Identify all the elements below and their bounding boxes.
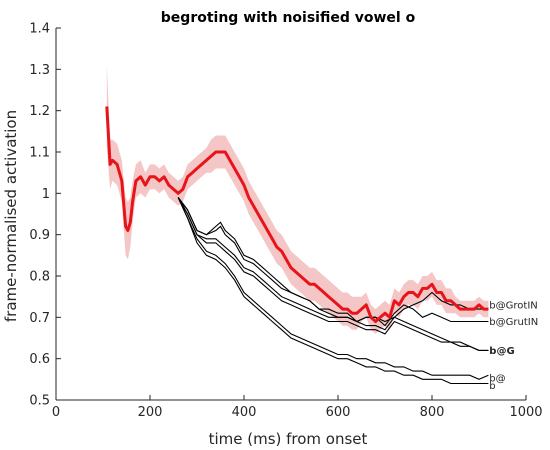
y-tick-label: 1 [42,187,50,202]
x-tick-label: 1000 [509,405,542,420]
series-line-b [177,197,489,385]
series-line-b@GrutIN [177,197,489,327]
line-label: b@GrotIN [489,300,537,311]
x-tick-label: 600 [326,405,351,420]
x-tick-label: 800 [420,405,445,420]
line-label: b@ [489,374,505,385]
main-series-line [105,106,489,323]
plot-area: b@GrotIN b@GrutIN b@G b@b [105,65,538,392]
y-tick-label: 1.4 [29,22,50,37]
axes: 0 200 400 600 800 1000 0.5 0.6 0.7 0.8 0.9 1 1.1 1.2 1… [29,22,542,421]
line-label: b@GrutIN [489,317,538,328]
x-axis-label: time (ms) from onset [209,430,368,448]
x-tick-label: 400 [232,405,257,420]
y-tick-label: 0.8 [29,270,50,285]
confidence-band [106,65,489,334]
y-tick-label: 0.9 [29,228,50,243]
y-tick-label: 1.1 [29,146,50,161]
x-tick-label: 0 [52,405,60,420]
series-line-unlabeled-3 [177,197,489,351]
y-tick-label: 0.7 [29,311,50,326]
y-tick-label: 1.3 [29,63,50,78]
y-tick-label: 0.5 [29,394,50,409]
line-label: b@G [489,346,514,357]
y-axis-label: frame-normalised activation [2,110,20,322]
chart-title: begroting with noisified vowel o [161,10,416,26]
y-tick-label: 0.6 [29,352,50,367]
y-tick-label: 1.2 [29,104,50,119]
line-label: b [489,381,495,392]
series-line-b@ [177,197,489,380]
series-line-b@G [177,197,489,351]
x-tick-label: 200 [138,405,163,420]
series-line-b@GrotIN [177,197,489,323]
